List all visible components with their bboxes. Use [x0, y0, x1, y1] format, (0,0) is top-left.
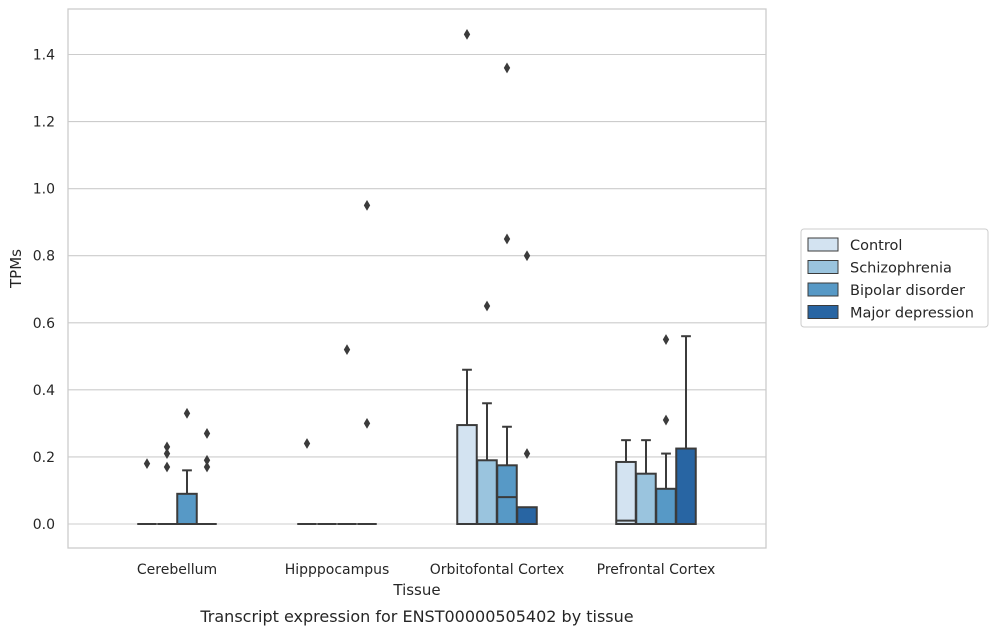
- plot-area: [68, 9, 766, 548]
- legend-label: Schizophrenia: [850, 261, 952, 277]
- legend-label: Control: [850, 238, 902, 254]
- box: [496, 464, 518, 525]
- box: [516, 506, 538, 526]
- outlier-point: [503, 62, 511, 74]
- outlier-point: [183, 407, 191, 419]
- outlier-point: [503, 233, 511, 245]
- outlier-point: [163, 441, 171, 453]
- legend-swatch: [807, 260, 839, 274]
- outlier-point: [363, 417, 371, 429]
- x-tick-label: Hipppocampus: [285, 562, 390, 578]
- y-tick-label: 1.0: [33, 182, 55, 198]
- legend-swatch: [807, 282, 839, 297]
- outlier-point: [163, 448, 171, 459]
- x-tick-label: Cerebellum: [137, 562, 217, 578]
- legend-label: Major depression: [850, 306, 974, 322]
- legend-box: [800, 228, 989, 328]
- outlier-point: [203, 454, 211, 466]
- y-tick-label: 1.4: [33, 48, 55, 64]
- outlier-point: [523, 250, 531, 262]
- box: [456, 424, 478, 525]
- outlier-point: [163, 461, 171, 473]
- outlier-point: [483, 300, 491, 312]
- y-tick-label: 1.2: [33, 115, 55, 131]
- y-tick-label: 0.0: [33, 517, 55, 533]
- outlier-point: [203, 461, 211, 473]
- box: [176, 492, 198, 526]
- y-tick-label: 0.2: [33, 450, 55, 466]
- plot-frame: [67, 8, 767, 549]
- legend-label: Bipolar disorder: [850, 283, 965, 299]
- outlier-point: [463, 28, 471, 40]
- legend-swatch: [807, 237, 839, 252]
- y-tick-label: 0.6: [33, 316, 55, 332]
- outlier-point: [343, 344, 351, 356]
- outlier-point: [662, 414, 670, 426]
- x-tick-label: Orbitofontal Cortex: [430, 562, 565, 578]
- chart-caption: Transcript expression for ENST0000050540…: [199, 607, 633, 626]
- outlier-point: [303, 438, 311, 449]
- x-tick-label: Prefrontal Cortex: [597, 562, 716, 578]
- y-axis-label: TPMs: [7, 249, 25, 289]
- y-tick-label: 0.4: [33, 383, 55, 399]
- outlier-point: [203, 428, 211, 439]
- outlier-point: [143, 458, 151, 470]
- outlier-point: [523, 448, 531, 459]
- legend-swatch: [807, 305, 839, 319]
- box: [615, 460, 637, 525]
- y-tick-label: 0.8: [33, 249, 55, 265]
- outlier-point: [662, 334, 670, 345]
- box: [635, 472, 657, 526]
- box: [675, 447, 697, 526]
- outlier-point: [363, 200, 371, 211]
- box: [476, 459, 498, 525]
- x-axis-label: Tissue: [392, 581, 440, 599]
- box: [655, 487, 677, 526]
